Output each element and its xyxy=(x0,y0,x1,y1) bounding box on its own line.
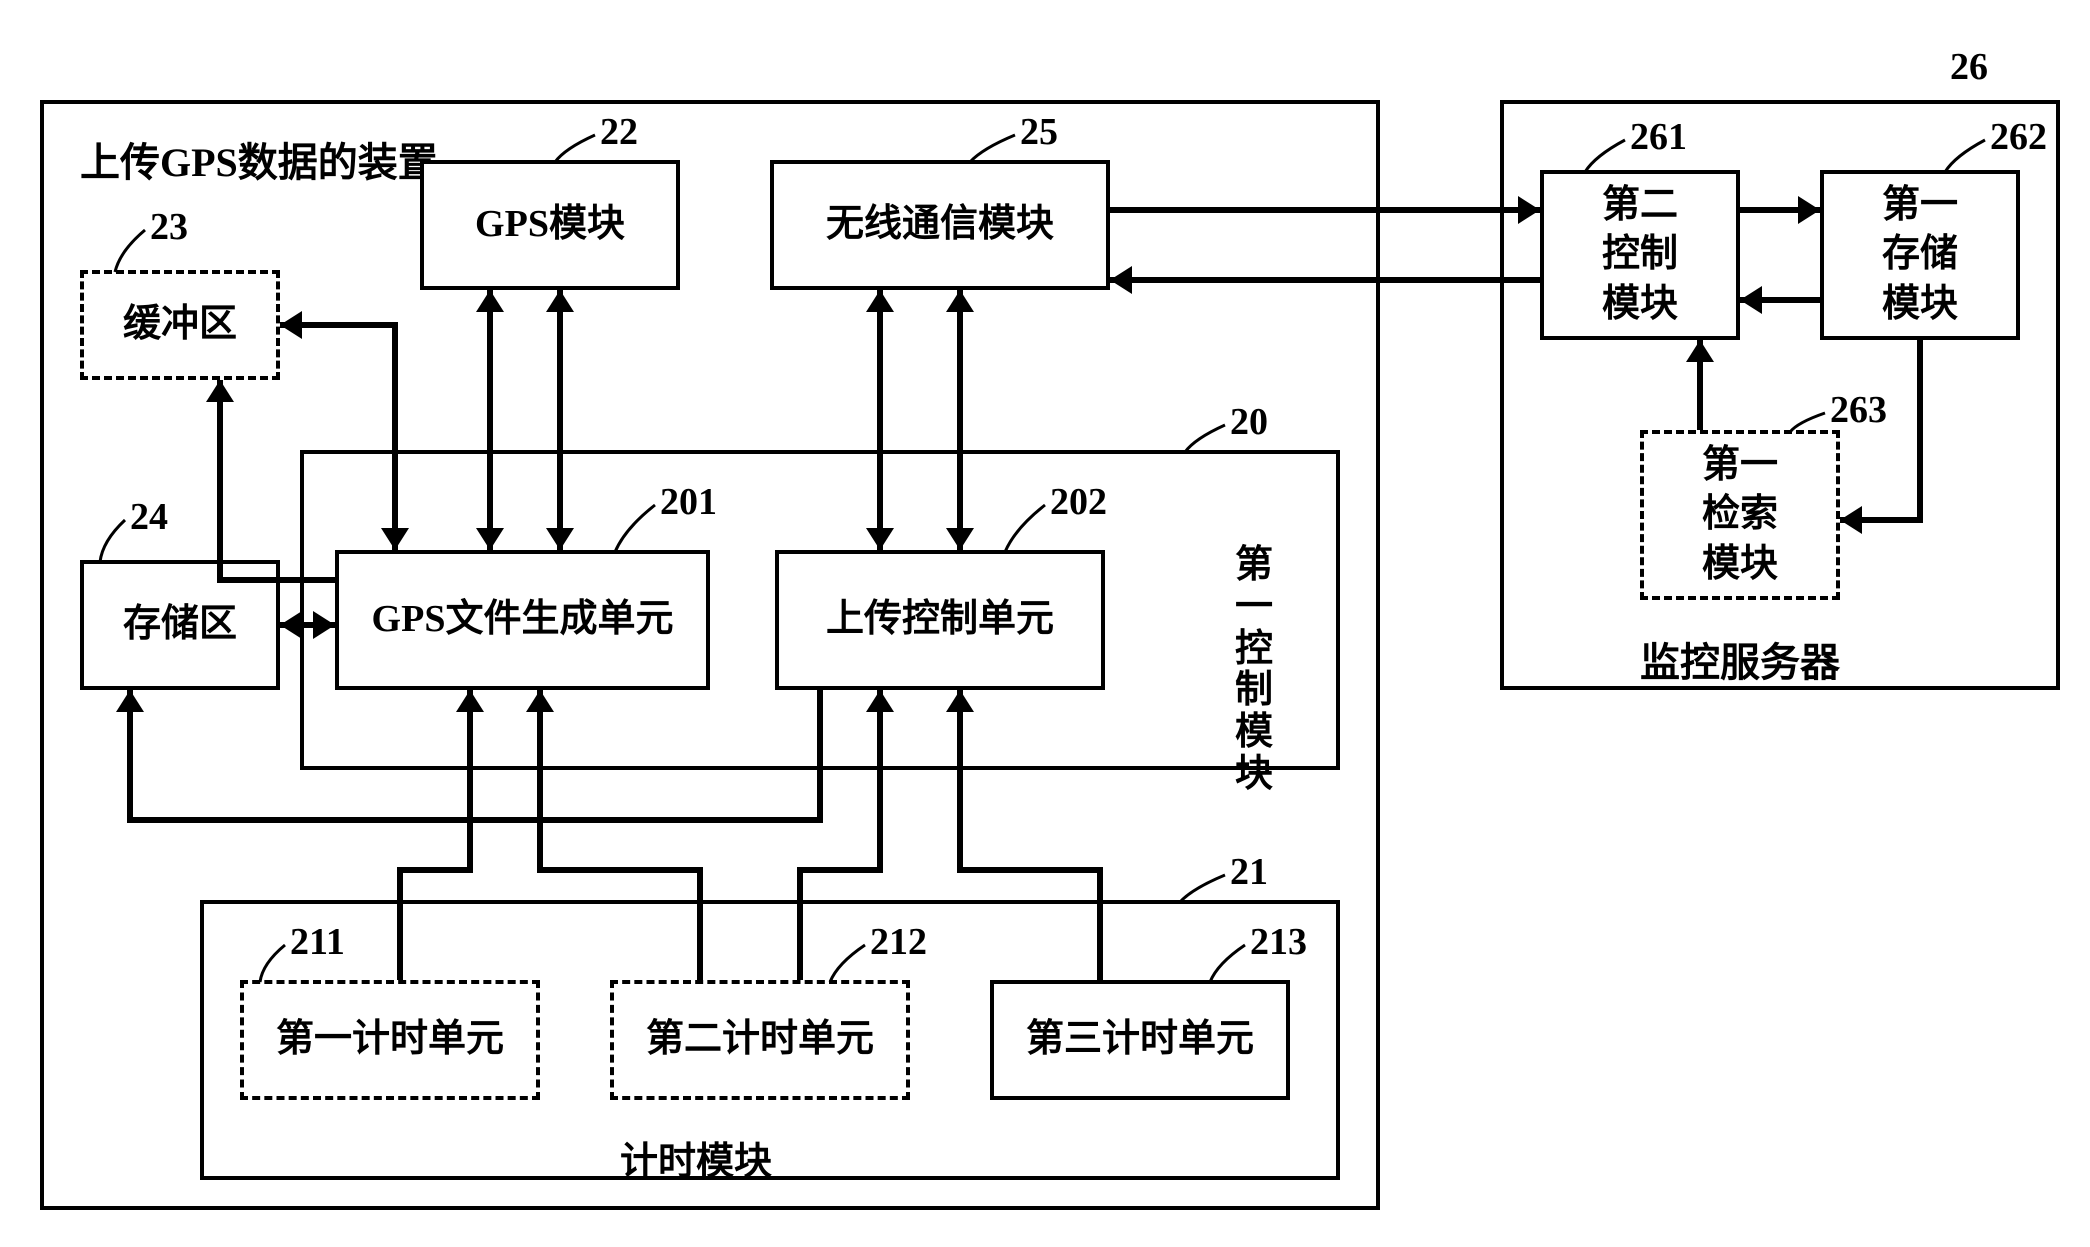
num-261: 261 xyxy=(1630,115,1687,159)
num-21: 21 xyxy=(1230,850,1268,894)
box-261-label: 第二控制模块 xyxy=(1596,181,1684,329)
box-201-label: GPS文件生成单元 xyxy=(372,595,674,644)
num-263: 263 xyxy=(1830,388,1887,432)
num-262: 262 xyxy=(1990,115,2047,159)
box-23-label: 缓冲区 xyxy=(123,300,237,349)
box-25: 无线通信模块 xyxy=(770,160,1110,290)
num-20: 20 xyxy=(1230,400,1268,444)
module-21-label: 计时模块 xyxy=(620,1130,772,1185)
box-213: 第三计时单元 xyxy=(990,980,1290,1100)
box-22: GPS模块 xyxy=(420,160,680,290)
box-23: 缓冲区 xyxy=(80,270,280,380)
num-26: 26 xyxy=(1950,45,1988,89)
box-202: 上传控制单元 xyxy=(775,550,1105,690)
box-201: GPS文件生成单元 xyxy=(335,550,710,690)
box-263: 第一检索模块 xyxy=(1640,430,1840,600)
num-213: 213 xyxy=(1250,920,1307,964)
num-201: 201 xyxy=(660,480,717,524)
box-211: 第一计时单元 xyxy=(240,980,540,1100)
num-212: 212 xyxy=(870,920,927,964)
device-title: 上传GPS数据的装置 xyxy=(80,130,438,188)
module-20-label: 第一控制模块 xyxy=(1235,545,1279,796)
box-211-label: 第一计时单元 xyxy=(276,1015,504,1064)
server-title: 监控服务器 xyxy=(1640,630,1840,688)
num-23: 23 xyxy=(150,205,188,249)
box-262: 第一存储模块 xyxy=(1820,170,2020,340)
num-25: 25 xyxy=(1020,110,1058,154)
box-212: 第二计时单元 xyxy=(610,980,910,1100)
box-202-label: 上传控制单元 xyxy=(826,595,1054,644)
box-212-label: 第二计时单元 xyxy=(646,1015,874,1064)
box-262-label: 第一存储模块 xyxy=(1876,181,1964,329)
num-22: 22 xyxy=(600,110,638,154)
num-24: 24 xyxy=(130,495,168,539)
box-24-label: 存储区 xyxy=(123,600,237,649)
num-202: 202 xyxy=(1050,480,1107,524)
num-211: 211 xyxy=(290,920,345,964)
box-263-label: 第一检索模块 xyxy=(1696,441,1784,589)
box-22-label: GPS模块 xyxy=(475,200,625,249)
box-25-label: 无线通信模块 xyxy=(826,200,1054,249)
box-261: 第二控制模块 xyxy=(1540,170,1740,340)
box-213-label: 第三计时单元 xyxy=(1026,1015,1254,1064)
box-24: 存储区 xyxy=(80,560,280,690)
